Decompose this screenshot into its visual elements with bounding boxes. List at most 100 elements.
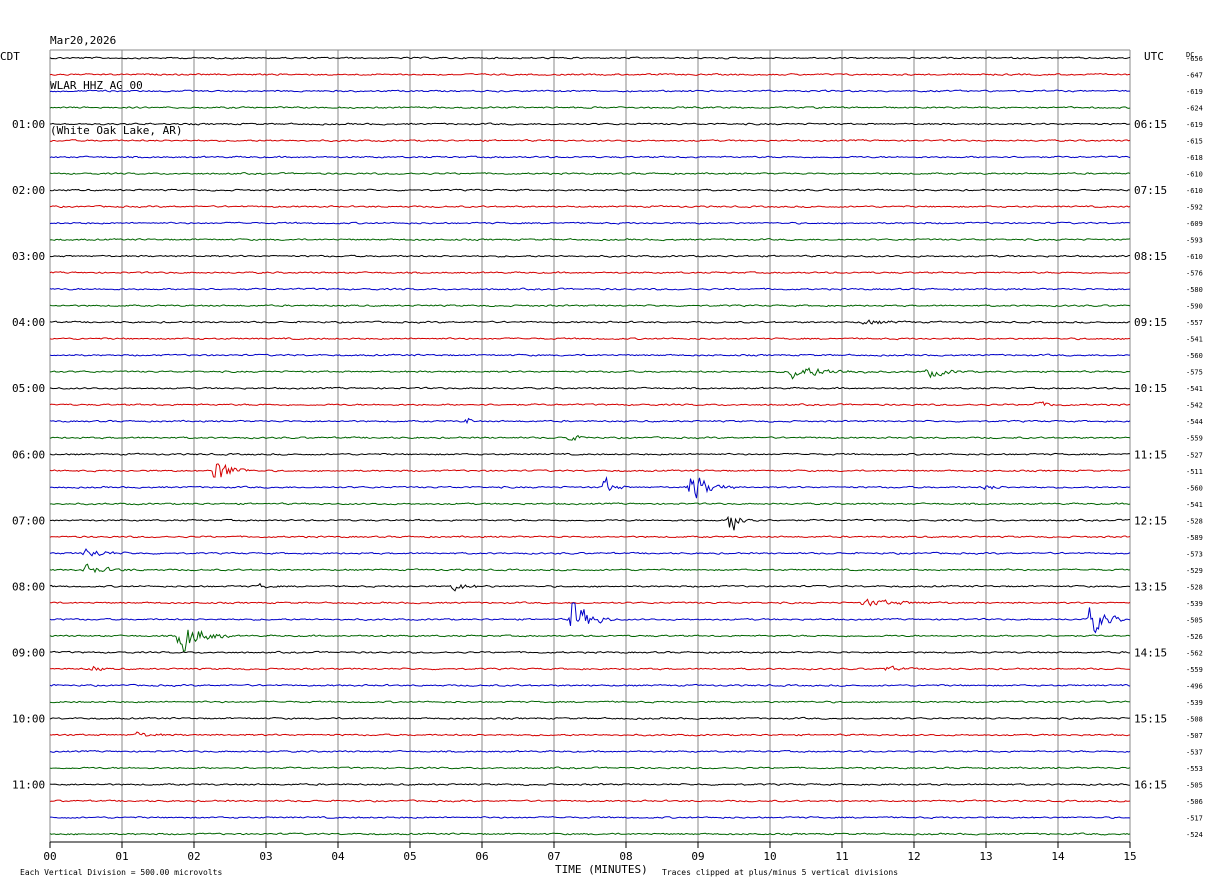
trace-row [49, 172, 1131, 176]
trace-row [49, 629, 1131, 652]
trace-row [49, 602, 1131, 634]
dc-offset-label: -544 [1186, 418, 1203, 426]
x-tick-label: 11 [835, 850, 848, 863]
trace-row [49, 766, 1131, 770]
dc-offset-label: -496 [1186, 682, 1203, 690]
trace-row [49, 832, 1131, 836]
dc-offset-label: -542 [1186, 402, 1203, 410]
dc-offset-label: -529 [1186, 567, 1203, 575]
x-tick-label: 09 [691, 850, 704, 863]
dc-offset-label: -559 [1186, 435, 1203, 443]
plot-header: Mar20,2026 WLAR HHZ AG 00 (White Oak Lak… [50, 3, 182, 153]
x-tick-label: 10 [763, 850, 776, 863]
right-zone-label: UTC [1144, 50, 1164, 63]
dc-offset-label: -656 [1186, 55, 1203, 63]
trace-row [49, 463, 1131, 478]
dc-offset-label: -541 [1186, 501, 1203, 509]
trace-row [49, 139, 1131, 143]
trace-row [49, 582, 1131, 592]
dc-offset-label: -511 [1186, 468, 1203, 476]
trace-row [49, 799, 1131, 803]
left-hour-label: 05:00 [12, 382, 45, 395]
trace-row [49, 417, 1131, 425]
dc-offset-label: -560 [1186, 352, 1203, 360]
trace-row [49, 700, 1131, 704]
dc-offset-label: -593 [1186, 237, 1203, 245]
dc-offset-label: -562 [1186, 649, 1203, 657]
dc-offset-label: -573 [1186, 550, 1203, 558]
trace-row [49, 783, 1131, 786]
trace-row [49, 89, 1131, 93]
trace-row [49, 816, 1131, 820]
x-axis-label: TIME (MINUTES) [555, 863, 648, 876]
left-hour-label: 02:00 [12, 184, 45, 197]
right-hour-label: 10:15 [1134, 382, 1167, 395]
x-tick-label: 03 [259, 850, 272, 863]
dc-offset-label: -560 [1186, 484, 1203, 492]
trace-row [49, 155, 1131, 159]
x-tick-label: 15 [1123, 850, 1136, 863]
header-location: (White Oak Lake, AR) [50, 124, 183, 137]
x-tick-label: 05 [403, 850, 416, 863]
x-tick-label: 12 [907, 850, 920, 863]
trace-row [49, 476, 1131, 499]
dc-offset-label: -559 [1186, 666, 1203, 674]
dc-offset-label: -592 [1186, 204, 1203, 212]
dc-offset-label: -557 [1186, 319, 1203, 327]
dc-offset-label: -580 [1186, 286, 1203, 294]
x-tick-label: 01 [115, 850, 128, 863]
dc-offset-label: -615 [1186, 138, 1203, 146]
dc-offset-label: -624 [1186, 105, 1203, 113]
dc-offset-label: -506 [1186, 798, 1203, 806]
dc-offset-label: -524 [1186, 831, 1203, 839]
x-tick-label: 06 [475, 850, 488, 863]
dc-offset-label: -526 [1186, 633, 1203, 641]
dc-offset-label: -527 [1186, 451, 1203, 459]
dc-offset-label: -618 [1186, 154, 1203, 162]
dc-offset-label: -528 [1186, 583, 1203, 591]
dc-offset-label: -517 [1186, 814, 1203, 822]
trace-row [49, 287, 1131, 291]
minute-grid [49, 49, 1131, 842]
trace-row [49, 731, 1131, 737]
right-hour-label: 15:15 [1134, 712, 1167, 725]
right-hour-label: 12:15 [1134, 514, 1167, 527]
right-hour-label: 14:15 [1134, 646, 1167, 659]
right-hour-label: 06:15 [1134, 118, 1167, 131]
dc-offset-label: -647 [1186, 72, 1203, 80]
dc-offset-label: -609 [1186, 220, 1203, 228]
trace-row [49, 205, 1131, 209]
dc-offset-label: -541 [1186, 385, 1203, 393]
left-zone-label: CDT [0, 50, 20, 63]
dc-offset-label: -528 [1186, 517, 1203, 525]
left-hour-label: 06:00 [12, 448, 45, 461]
trace-row [49, 650, 1131, 654]
trace-rows [49, 56, 1131, 836]
trace-row [49, 515, 1131, 531]
right-hour-label: 13:15 [1134, 580, 1167, 593]
trace-row [49, 716, 1131, 720]
left-hour-label: 03:00 [12, 250, 45, 263]
trace-row [49, 548, 1131, 557]
trace-row [49, 73, 1131, 76]
trace-row [49, 353, 1131, 357]
left-hour-label: 09:00 [12, 646, 45, 659]
trace-row [49, 254, 1131, 258]
trace-row [49, 106, 1131, 109]
right-hour-label: 16:15 [1134, 778, 1167, 791]
trace-row [49, 502, 1131, 506]
trace-row [49, 304, 1131, 308]
dc-label: DC [1186, 51, 1194, 59]
trace-row [49, 56, 1131, 60]
trace-row [49, 401, 1131, 407]
x-tick-label: 14 [1051, 850, 1065, 863]
dc-offset-label: -576 [1186, 270, 1203, 278]
trace-row [49, 337, 1131, 341]
dc-offset-label: -539 [1186, 600, 1203, 608]
trace-row [49, 749, 1131, 753]
right-hour-label: 09:15 [1134, 316, 1167, 329]
header-date: Mar20,2026 [50, 34, 117, 47]
header-station: WLAR HHZ AG 00 [50, 79, 143, 92]
dc-offset-label: -505 [1186, 616, 1203, 624]
